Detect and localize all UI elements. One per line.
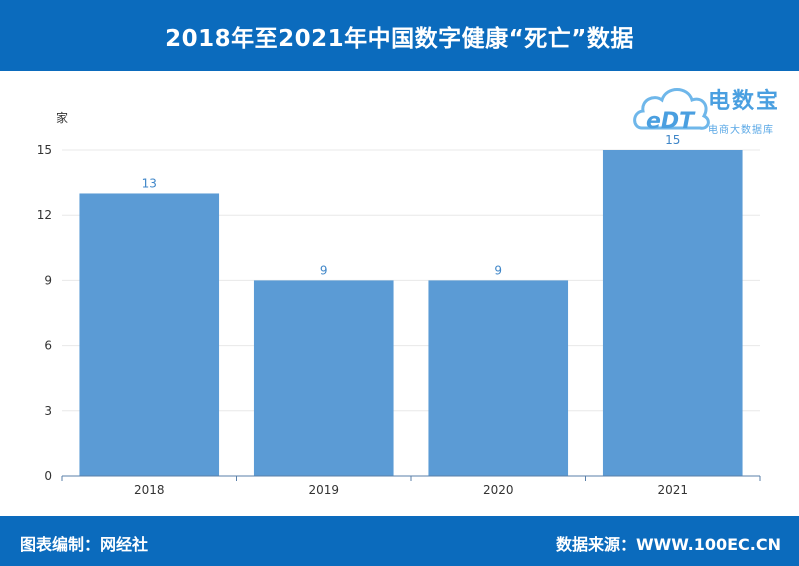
header-bar: 2018年至2021年中国数字健康“死亡”数据	[0, 0, 799, 71]
x-axis: 2018 2019 2020 2021	[61, 475, 761, 497]
y-tick-label: 3	[44, 404, 52, 418]
x-tick-label-2019: 2019	[308, 483, 339, 497]
page-title: 2018年至2021年中国数字健康“死亡”数据	[165, 25, 634, 52]
y-tick-label: 9	[44, 273, 52, 287]
y-axis-unit-label: 家	[56, 110, 68, 125]
bars	[79, 150, 743, 476]
footer-source: 数据来源：WWW.100EC.CN	[555, 535, 781, 554]
data-label-2019: 9	[320, 263, 328, 277]
logo-name: 电数宝	[708, 89, 781, 114]
data-labels: 13 9 9 15	[142, 133, 681, 277]
bar-2021	[602, 150, 743, 476]
x-tick-label-2020: 2020	[483, 483, 514, 497]
bar-2018	[79, 193, 220, 476]
bar-2020	[428, 280, 569, 476]
x-tick-label-2021: 2021	[657, 483, 688, 497]
data-label-2018: 13	[142, 176, 157, 190]
y-tick-label: 15	[37, 143, 52, 157]
bar-2019	[253, 280, 394, 476]
footer-credit: 图表编制：网经社	[20, 535, 149, 554]
data-label-2021: 15	[665, 133, 680, 147]
y-tick-label: 12	[37, 208, 52, 222]
y-axis: 0 3 6 9 12 15	[37, 143, 52, 483]
cloud-logo-icon: eDT	[633, 88, 710, 134]
footer-bar: 图表编制：网经社 数据来源：WWW.100EC.CN	[0, 516, 799, 566]
y-tick-label: 6	[44, 339, 52, 353]
x-tick-label-2018: 2018	[134, 483, 165, 497]
y-tick-label: 0	[44, 469, 52, 483]
bar-chart: 13 9 9 15 0 3 6 9 12 15 2018 2019 2020 2021 家	[37, 110, 761, 497]
data-label-2020: 9	[494, 263, 502, 277]
logo-subtitle: 电商大数据库	[708, 125, 774, 136]
logo-mark-text: eDT	[646, 109, 696, 134]
